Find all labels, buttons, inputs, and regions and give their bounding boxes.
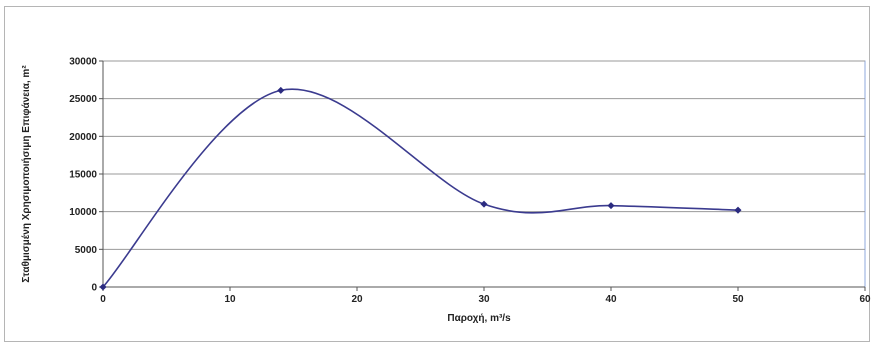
- data-point: [277, 86, 285, 94]
- x-tick-label: 0: [100, 294, 106, 305]
- data-point: [734, 206, 742, 214]
- data-point: [607, 202, 615, 210]
- x-tick-label: 20: [351, 294, 363, 305]
- y-axis-title: Σταθμισμένη Χρησιμοποιήσιμη Επιφάνεια, m…: [21, 65, 32, 283]
- data-markers: [99, 86, 742, 291]
- y-tick-label: 15000: [69, 170, 97, 181]
- x-axis-title: Παροχή, m³/s: [447, 313, 511, 324]
- y-tick-label: 25000: [69, 94, 97, 105]
- line-chart: 0 5000 10000 15000 20000 25000 30000 0 10 20 30 40…: [21, 57, 871, 325]
- series-line: [102, 88, 739, 288]
- y-tick-label: 30000: [69, 57, 97, 68]
- y-tick-label: 10000: [69, 207, 97, 218]
- x-tick-label: 60: [859, 294, 871, 305]
- chart-frame: 0 5000 10000 15000 20000 25000 30000 0 10 20 30 40…: [4, 6, 871, 342]
- data-point: [480, 200, 488, 208]
- x-tick-label: 30: [478, 294, 490, 305]
- x-tick-labels: 0 10 20 30 40 50 60: [100, 287, 871, 305]
- y-tick-labels: 0 5000 10000 15000 20000 25000 30000: [69, 57, 103, 294]
- y-tick-label: 0: [91, 283, 97, 294]
- y-tick-label: 20000: [69, 132, 97, 143]
- y-tick-label: 5000: [75, 245, 98, 256]
- data-point: [99, 283, 107, 291]
- x-tick-label: 10: [224, 294, 236, 305]
- x-tick-label: 40: [605, 294, 617, 305]
- x-tick-label: 50: [732, 294, 744, 305]
